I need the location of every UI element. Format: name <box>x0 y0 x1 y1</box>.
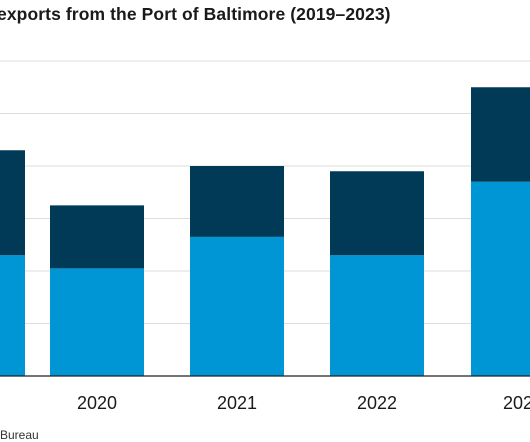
chart-title: exports from the Port of Baltimore (2019… <box>0 4 391 24</box>
bar-segment-upper-2020 <box>50 205 144 269</box>
bar-segment-lower-2021 <box>190 236 284 376</box>
bar-segment-lower-2022 <box>330 255 424 376</box>
bar-segment-upper-2019 <box>0 150 25 256</box>
bar-segment-lower-2019 <box>0 255 25 376</box>
stacked-bar-chart: 2020 2021 2022 202 <box>0 60 530 413</box>
bar-segment-upper-2022 <box>330 171 424 256</box>
source-note: Bureau <box>0 428 39 442</box>
x-tick-label-2020: 2020 <box>77 393 117 413</box>
x-tick-label-2023: 202 <box>503 393 530 413</box>
bar-segment-lower-2023 <box>471 181 530 376</box>
bar-segment-upper-2023 <box>471 87 530 182</box>
x-tick-label-2021: 2021 <box>217 393 257 413</box>
bar-segment-upper-2021 <box>190 166 284 237</box>
bars <box>0 87 530 376</box>
x-tick-labels: 2020 2021 2022 202 <box>77 393 530 413</box>
bar-segment-lower-2020 <box>50 268 144 376</box>
x-tick-label-2022: 2022 <box>357 393 397 413</box>
